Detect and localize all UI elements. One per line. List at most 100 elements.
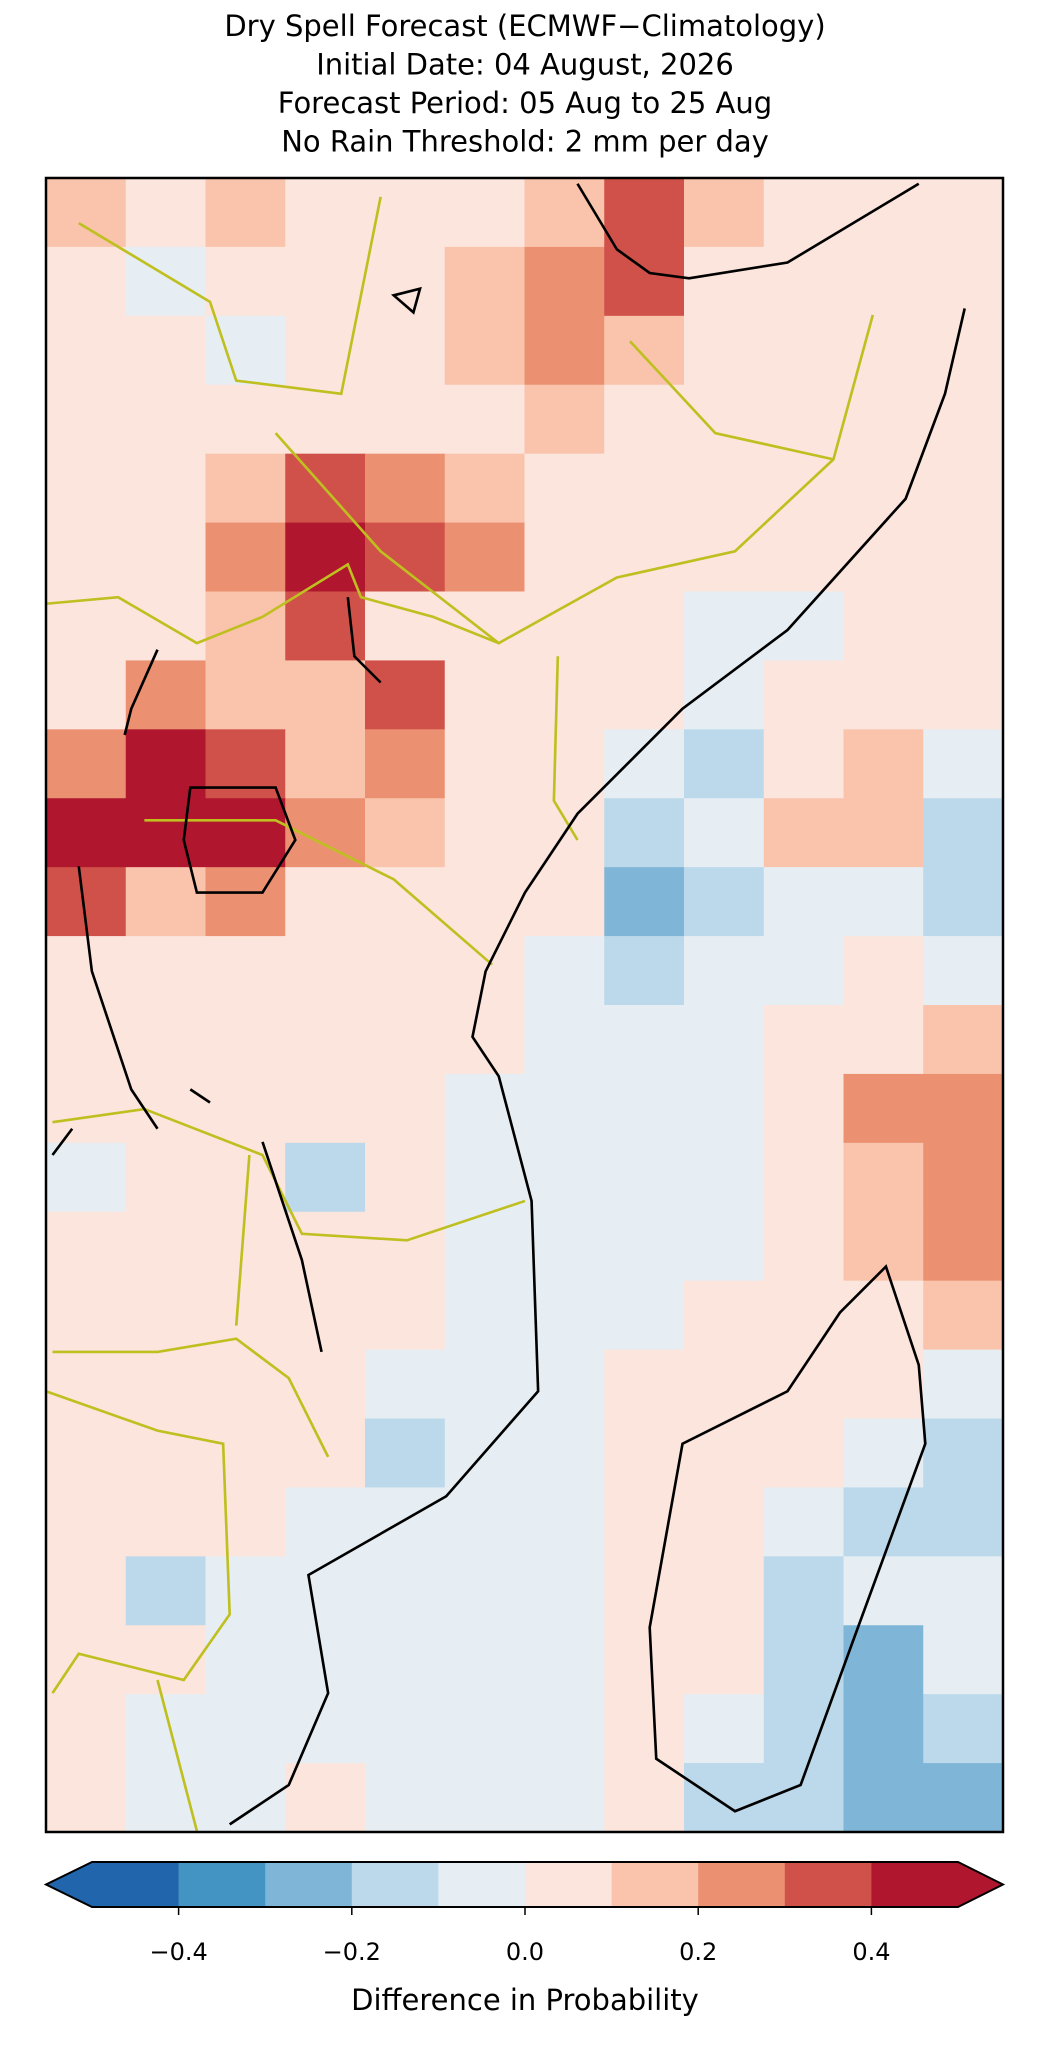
grid-cell [923, 246, 1004, 317]
grid-cell [444, 315, 525, 386]
grid-cell [843, 798, 924, 868]
colorbar-bin [698, 1862, 786, 1907]
grid-cell [365, 1418, 446, 1488]
grid-cell [285, 1556, 366, 1626]
grid-cell [763, 1694, 844, 1764]
grid-cell [604, 1487, 685, 1557]
grid-cell [763, 1142, 844, 1213]
grid-cell [444, 1556, 525, 1626]
grid-cell [125, 1211, 206, 1282]
grid-cell [365, 1556, 446, 1626]
grid-cell [444, 1763, 525, 1833]
title-line: Forecast Period: 05 Aug to 25 Aug [278, 86, 772, 120]
colorbar-tick-label: −0.4 [149, 1938, 207, 1966]
grid-cell [205, 178, 286, 248]
grid-cell [604, 1694, 685, 1764]
grid-cell [843, 660, 924, 730]
grid-cell [923, 936, 1004, 1006]
grid-cell [46, 1487, 127, 1557]
grid-cell [684, 1005, 765, 1075]
grid-cell [285, 522, 366, 592]
grid-cell [604, 729, 685, 799]
grid-cell [365, 936, 446, 1006]
title-line: Initial Date: 04 August, 2026 [316, 48, 734, 82]
grid-cell [365, 660, 446, 730]
grid-cell [125, 178, 206, 248]
grid-cell [843, 1073, 924, 1144]
grid-cell [46, 384, 127, 455]
grid-cell [684, 1211, 765, 1282]
grid-cell [684, 1349, 765, 1419]
grid-cell [843, 1625, 924, 1695]
grid-cell [604, 1280, 685, 1351]
grid-cell [604, 1142, 685, 1213]
grid-cell [923, 1418, 1004, 1488]
grid-cell [843, 522, 924, 592]
grid-cell [365, 1142, 446, 1213]
colorbar-bin [178, 1862, 266, 1907]
grid-cell [923, 1556, 1004, 1626]
grid-cell [524, 178, 605, 248]
grid-cell [125, 1487, 206, 1557]
grid-cell [843, 246, 924, 317]
colorbar-bin [525, 1862, 613, 1907]
grid-cell [684, 1487, 765, 1557]
grid-cell [843, 1211, 924, 1282]
grid-cell [125, 453, 206, 524]
grid-cell [46, 1073, 127, 1144]
grid-cell [285, 384, 366, 455]
colorbar-bin [438, 1862, 526, 1907]
grid-cell [843, 384, 924, 455]
grid-cell [524, 1280, 605, 1351]
colorbar-bin [871, 1862, 959, 1907]
grid-cell [604, 660, 685, 730]
grid-cell [365, 522, 446, 592]
grid-cell [604, 1005, 685, 1075]
grid-cell [923, 1694, 1004, 1764]
grid-cell [444, 1211, 525, 1282]
grid-cell [923, 1142, 1004, 1213]
grid-cell [365, 867, 446, 937]
grid-cell [125, 384, 206, 455]
grid-cell [125, 660, 206, 730]
grid-cell [365, 1349, 446, 1419]
colorbar-bin [265, 1862, 353, 1907]
grid-cell [125, 1142, 206, 1213]
colorbar-tick-label: 0.0 [506, 1938, 544, 1966]
grid-cell [444, 660, 525, 730]
grid-cell [843, 1418, 924, 1488]
grid-cell [205, 591, 286, 661]
grid-cell [843, 453, 924, 524]
grid-cell [125, 798, 206, 868]
grid-cell [46, 1005, 127, 1075]
grid-cell [46, 178, 127, 248]
grid-cell [923, 1625, 1004, 1695]
grid-cell [285, 246, 366, 317]
grid-cell [524, 1418, 605, 1488]
grid-cell [843, 1005, 924, 1075]
grid-cell [46, 1280, 127, 1351]
grid-cell [604, 798, 685, 868]
grid-cell [285, 315, 366, 386]
grid-cell [763, 246, 844, 317]
grid-cell [285, 1005, 366, 1075]
grid-cell [843, 867, 924, 937]
grid-cell [46, 1694, 127, 1764]
grid-cell [684, 591, 765, 661]
grid-cell [444, 1694, 525, 1764]
grid-cell [923, 729, 1004, 799]
grid-cell [205, 1556, 286, 1626]
grid-cell [125, 1694, 206, 1764]
grid-cell [125, 1005, 206, 1075]
grid-cell [763, 1556, 844, 1626]
grid-cell [684, 798, 765, 868]
grid-cell [524, 729, 605, 799]
grid-cell [684, 1142, 765, 1213]
grid-cell [923, 660, 1004, 730]
grid-cell [524, 660, 605, 730]
grid-cell [365, 1211, 446, 1282]
grid-cell [524, 1763, 605, 1833]
grid-cell [763, 1211, 844, 1282]
grid-cell [763, 1349, 844, 1419]
